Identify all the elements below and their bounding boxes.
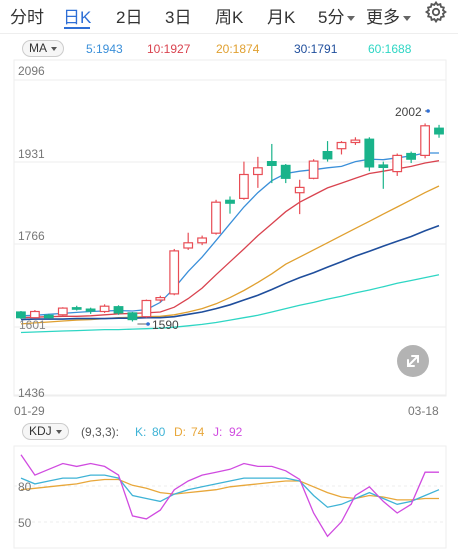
- chart-annotations: [137, 109, 430, 326]
- candle-body: [378, 164, 389, 169]
- tab-daily-k[interactable]: 日K: [63, 8, 92, 27]
- moving-average-lines: [20, 152, 440, 334]
- candle-body: [183, 242, 194, 249]
- tabs-divider: [0, 33, 458, 34]
- candle-body: [16, 311, 26, 319]
- ma60-line: [20, 274, 440, 334]
- ma20-line: [20, 185, 440, 325]
- ma5-value: 5:1943: [86, 42, 123, 56]
- kdj-k-value: 80: [152, 425, 166, 439]
- kdj-params: (9,3,3):: [81, 425, 120, 439]
- candle-body: [266, 161, 277, 167]
- price-axis-label-bottom: 1436: [18, 386, 45, 400]
- expand-chart-button[interactable]: [397, 345, 429, 377]
- kdj-k-line: [20, 474, 440, 508]
- price-axis-label-lower: 1766: [18, 229, 45, 243]
- kdj-lines: [20, 454, 440, 538]
- ma-legend: MA 5:1943 10:1927 20:1874 30:1791 60:168…: [0, 38, 458, 60]
- candle-body: [253, 167, 263, 176]
- ma5-line: [20, 152, 439, 317]
- tab-3-day[interactable]: 3日: [165, 8, 192, 27]
- kdj-d-line: [20, 478, 439, 501]
- kdj-frame: [13, 445, 447, 549]
- ma-indicator-select[interactable]: MA: [22, 40, 64, 57]
- kdj-legend: KDJ (9,3,3): K: 80 D: 74 J: 92: [0, 422, 458, 442]
- candle-body: [239, 173, 249, 199]
- low-price-annotation: 1590: [152, 318, 179, 332]
- ma30-line: [20, 224, 440, 321]
- tab-more[interactable]: 更多: [366, 3, 411, 28]
- candle-body: [43, 314, 54, 319]
- high-price-annotation: 2002: [395, 105, 422, 119]
- candle-body: [71, 307, 82, 310]
- tab-weekly-k[interactable]: 周K: [215, 8, 244, 27]
- candle-body: [197, 237, 208, 244]
- candle-body: [113, 306, 124, 314]
- candle-body: [322, 151, 333, 160]
- period-tabs: 分时 日K 2日 3日 周K 月K 5分 更多: [0, 0, 458, 28]
- kdj-indicator-select[interactable]: KDJ: [22, 423, 69, 440]
- candlesticks: [16, 123, 444, 322]
- kdj-d-label: D:: [174, 425, 186, 439]
- candle-body: [294, 186, 305, 194]
- candle-body: [57, 307, 68, 316]
- kdj-k-label: K:: [135, 425, 147, 439]
- tab-intraday[interactable]: 分时: [10, 8, 44, 27]
- tab-monthly-k[interactable]: 月K: [267, 8, 296, 27]
- candle-body: [420, 125, 430, 157]
- date-axis-start: 01-29: [14, 404, 45, 418]
- kdj-j-value: 92: [229, 425, 243, 439]
- candle-body: [364, 138, 375, 168]
- active-tab-indicator: [64, 27, 90, 29]
- kdj-j-label: J:: [213, 425, 223, 439]
- candle-body: [211, 201, 221, 234]
- candle-body: [225, 199, 235, 204]
- tab-2-day[interactable]: 2日: [116, 8, 143, 27]
- low-price-dot: [146, 322, 150, 326]
- tab-5-min[interactable]: 5分: [318, 3, 355, 28]
- left-low-annotation: 1601: [19, 318, 46, 332]
- ma30-value: 30:1791: [294, 42, 338, 56]
- kdj-d-value: 74: [191, 425, 205, 439]
- kdj-axis-label-80: 80: [18, 480, 32, 494]
- candle-body: [434, 127, 444, 135]
- candle-body: [392, 154, 403, 173]
- candle-body: [350, 139, 361, 144]
- expand-icon: [407, 355, 419, 367]
- price-axis-label-top: 2096: [18, 64, 45, 78]
- candle-body: [308, 160, 319, 179]
- price-axis-label-upper: 1931: [18, 147, 45, 161]
- ma60-value: 60:1688: [368, 42, 412, 56]
- price-chart-frame: [13, 59, 447, 397]
- candle-body: [127, 312, 138, 321]
- chart-grid: [13, 59, 447, 397]
- kdj-axis-label-50: 50: [18, 516, 32, 530]
- high-price-dot: [426, 109, 430, 113]
- candle-body: [141, 299, 152, 318]
- candle-body: [406, 152, 416, 160]
- candle-body: [99, 305, 110, 313]
- date-axis-end: 03-18: [408, 404, 439, 418]
- candle-body: [336, 141, 347, 150]
- candle-body: [155, 297, 166, 301]
- ma10-value: 10:1927: [147, 42, 191, 56]
- kdj-grid: [13, 445, 447, 549]
- candle-body: [85, 308, 96, 312]
- ma20-value: 20:1874: [216, 42, 260, 56]
- gear-icon[interactable]: [424, 0, 448, 24]
- candle-body: [30, 310, 40, 319]
- candle-body: [169, 250, 180, 295]
- ma10-line: [20, 160, 440, 319]
- kdj-j-line: [20, 454, 439, 538]
- candle-body: [280, 164, 291, 179]
